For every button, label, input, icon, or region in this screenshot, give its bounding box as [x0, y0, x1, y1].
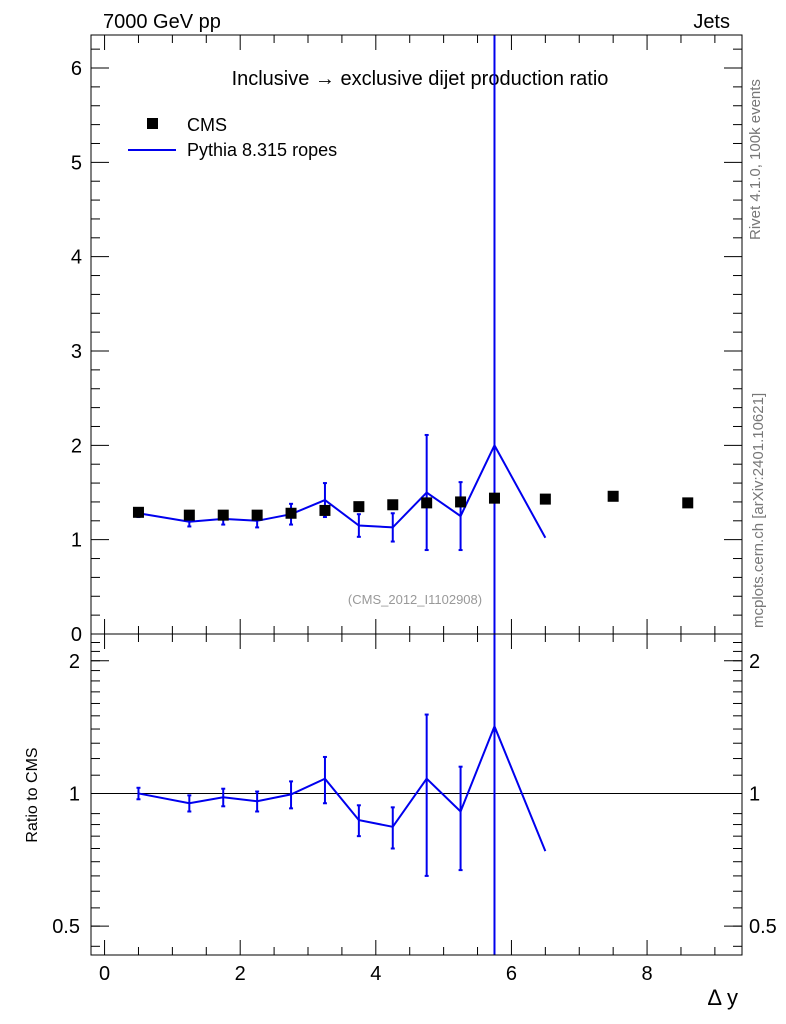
cms-data-point	[455, 496, 467, 508]
x-tick-label: 6	[506, 963, 517, 985]
y-tick-label: 6	[71, 58, 82, 80]
ratio-plot-frame	[90, 633, 743, 956]
y-tick-label: 2	[71, 435, 82, 457]
y-tick-label: 1	[749, 783, 760, 805]
cms-data-point	[251, 509, 263, 521]
y-tick-label: 2	[749, 651, 760, 673]
legend-label-cms: CMS	[187, 115, 227, 135]
y-tick-label: 0	[71, 624, 82, 646]
cms-data-point	[183, 509, 195, 521]
y-tick-label: 2	[69, 651, 80, 673]
ratio-y-axis-label: Ratio to CMS	[24, 747, 41, 842]
cms-data-point	[539, 493, 551, 505]
cms-data-point	[285, 507, 297, 519]
x-tick-label: 0	[99, 963, 110, 985]
rivet-version-label: Rivet 4.1.0, 100k events	[747, 79, 764, 240]
main-plot-ticks	[91, 35, 742, 634]
y-tick-label: 0.5	[52, 916, 80, 938]
y-tick-label: 3	[71, 341, 82, 363]
cms-data-point	[682, 497, 694, 509]
main-plot-panel: 0 1 2 3 4 5 6 Inclusive → exclusive dijet prod…	[71, 34, 743, 646]
cms-data-point	[353, 501, 365, 513]
y-tick-label: 1	[71, 530, 82, 552]
cms-data-point	[217, 509, 229, 521]
cms-data-point	[488, 492, 500, 504]
cms-data-point	[319, 504, 331, 516]
main-y-tick-labels: 0 1 2 3 4 5 6	[71, 58, 82, 646]
legend: CMS Pythia 8.315 ropes	[128, 115, 337, 160]
x-tick-label: 8	[642, 963, 653, 985]
header-right: Jets	[693, 11, 730, 33]
x-tick-label: 4	[370, 963, 381, 985]
y-tick-label: 1	[69, 783, 80, 805]
x-tick-labels: 0 2 4 6 8	[99, 963, 653, 985]
cms-data-point	[421, 497, 433, 509]
y-tick-label: 4	[71, 247, 82, 269]
x-axis-label: Δ y	[707, 985, 738, 1010]
header-left: 7000 GeV pp	[103, 11, 221, 33]
y-tick-label: 0.5	[749, 916, 777, 938]
mcplots-source-label: mcplots.cern.ch [arXiv:2401.10621]	[750, 393, 767, 628]
y-tick-label: 5	[71, 152, 82, 174]
analysis-watermark: (CMS_2012_I1102908)	[348, 592, 482, 607]
cms-data-point	[607, 490, 619, 502]
cms-data-point	[387, 499, 399, 511]
chart-title: Inclusive → exclusive dijet production r…	[232, 68, 609, 90]
ratio-y-tick-labels: 0.5 0.5 1 1 2 2	[52, 651, 777, 938]
x-tick-label: 2	[235, 963, 246, 985]
ratio-plot-panel: 0.5 0.5 1 1 2 2 0 2 4 6 8 Δ y Ratio to CMS	[24, 633, 777, 1010]
mc-series-line	[138, 443, 547, 539]
main-plot-marks	[132, 35, 694, 634]
cms-data-point	[132, 506, 144, 518]
ratio-series-line	[138, 723, 547, 852]
legend-label-pythia: Pythia 8.315 ropes	[187, 140, 337, 160]
ratio-plot-marks	[91, 634, 742, 955]
legend-marker-cms	[147, 118, 158, 129]
